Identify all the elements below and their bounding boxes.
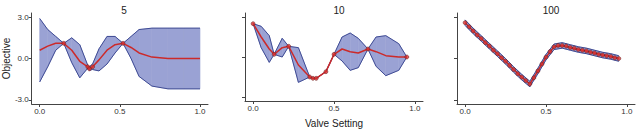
svg-text:3.0: 3.0 [18, 13, 30, 22]
svg-text:0.0: 0.0 [248, 104, 260, 113]
svg-text:Valve Setting: Valve Setting [305, 118, 363, 129]
svg-text:5: 5 [121, 5, 127, 16]
svg-text:100: 100 [543, 5, 560, 16]
svg-text:1.0: 1.0 [194, 107, 206, 116]
svg-text:0.0: 0.0 [460, 107, 472, 116]
svg-text:1.0: 1.0 [621, 107, 633, 116]
svg-text:0.0: 0.0 [34, 107, 46, 116]
svg-text:0.5: 0.5 [328, 104, 340, 113]
svg-text:1.0: 1.0 [409, 104, 421, 113]
svg-text:0.0: 0.0 [18, 54, 30, 63]
svg-text:0.5: 0.5 [114, 107, 126, 116]
svg-text:Objective: Objective [1, 37, 12, 79]
svg-text:-3.0: -3.0 [15, 95, 29, 104]
svg-text:0.5: 0.5 [540, 107, 552, 116]
svg-text:10: 10 [333, 5, 345, 16]
